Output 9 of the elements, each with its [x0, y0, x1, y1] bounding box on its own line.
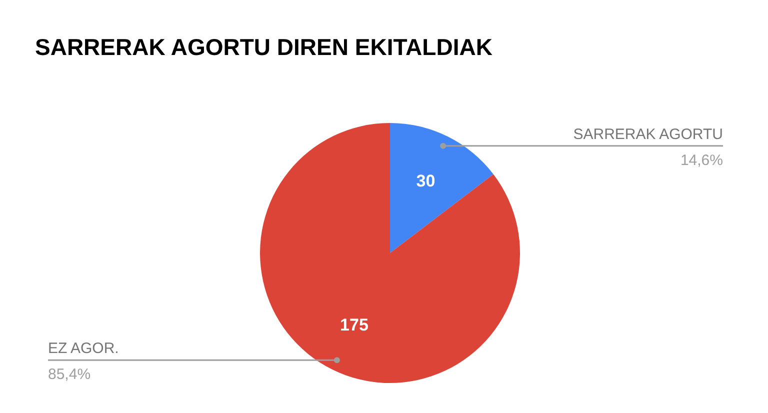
data-label: 30 — [416, 171, 436, 190]
slice-label: EZ AGOR. — [48, 340, 119, 358]
text: 14,6% — [680, 152, 723, 169]
pie-slice — [390, 123, 494, 253]
data-label: 175 — [340, 316, 368, 335]
text: 85,4% — [48, 366, 91, 384]
slice-label: SARRERAK AGORTU — [573, 126, 723, 143]
chart-title: SARRERAK AGORTU DIREN EKITALDIAK — [35, 34, 492, 61]
pie-slice — [260, 123, 520, 383]
